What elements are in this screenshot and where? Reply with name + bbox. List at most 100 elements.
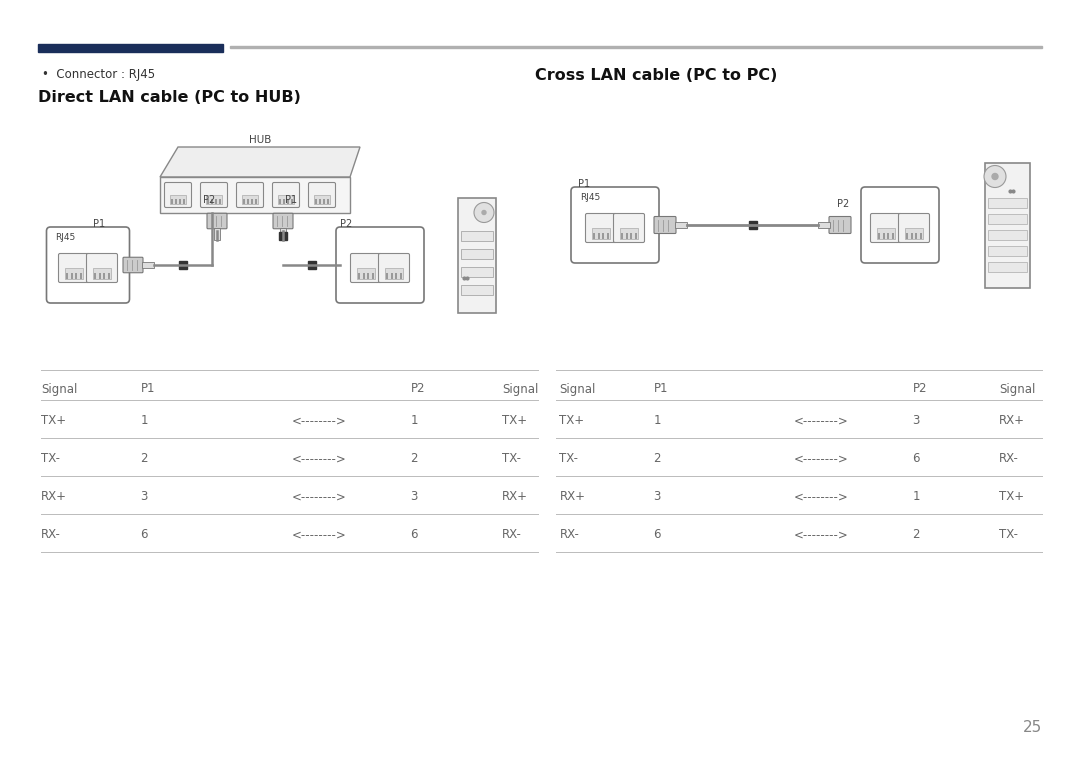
Bar [141,262,154,268]
Bar [363,273,365,279]
FancyBboxPatch shape [613,214,645,243]
Bar [287,199,289,204]
Text: 1: 1 [140,414,148,427]
Bar [65,268,83,279]
Bar [920,233,922,239]
Bar [230,46,1042,48]
Text: RJ45: RJ45 [55,233,76,242]
Bar [372,273,374,279]
Text: HUB: HUB [248,135,271,145]
Bar [247,199,249,204]
Bar [243,199,245,204]
Text: RX+: RX+ [502,491,528,504]
Bar [215,199,217,204]
Bar [179,199,181,204]
Bar [323,199,325,204]
Bar [367,273,369,279]
Bar [183,199,185,204]
Polygon shape [160,147,360,177]
Text: <-------->: <--------> [794,491,849,504]
Text: P1: P1 [578,179,590,189]
Text: TX+: TX+ [41,414,66,427]
Bar [675,222,687,228]
Text: RX-: RX- [999,452,1018,465]
Text: P2: P2 [410,382,424,395]
Bar [327,199,328,204]
FancyBboxPatch shape [861,187,939,263]
Bar [160,177,350,213]
Bar [207,199,210,204]
Text: P1: P1 [653,382,667,395]
FancyBboxPatch shape [829,217,851,233]
FancyBboxPatch shape [207,213,227,229]
Circle shape [474,202,494,223]
Text: 2: 2 [140,452,148,465]
Bar [631,233,632,239]
Bar [279,199,281,204]
Text: P1: P1 [285,195,297,205]
Bar [597,233,599,239]
Bar [461,266,492,276]
Bar [38,44,222,52]
Bar [607,233,609,239]
Bar [314,195,329,204]
Text: 3: 3 [410,491,418,504]
Bar [592,228,610,239]
Circle shape [482,211,486,214]
Text: <-------->: <--------> [794,452,849,465]
Bar [603,233,605,239]
Circle shape [993,173,998,179]
Text: RX-: RX- [41,529,60,542]
Bar [279,195,294,204]
Text: TX-: TX- [559,452,579,465]
Bar [279,231,287,240]
Bar [251,199,253,204]
Bar [593,233,595,239]
Bar [66,273,68,279]
Text: Signal: Signal [999,382,1036,395]
Bar [621,233,623,239]
Bar [356,268,375,279]
FancyBboxPatch shape [201,182,228,208]
Text: •  Connector : RJ45: • Connector : RJ45 [42,68,156,81]
Bar [70,273,72,279]
Text: Signal: Signal [41,382,78,395]
Text: RX+: RX+ [559,491,585,504]
Text: RX-: RX- [502,529,522,542]
FancyBboxPatch shape [46,227,130,303]
Bar [291,199,293,204]
Bar [108,273,110,279]
FancyBboxPatch shape [585,214,617,243]
Bar [985,163,1030,288]
Text: 3: 3 [653,491,661,504]
Text: Signal: Signal [502,382,539,395]
FancyBboxPatch shape [164,182,191,208]
FancyBboxPatch shape [86,253,118,282]
Text: <-------->: <--------> [292,491,347,504]
Bar [906,233,908,239]
Bar [94,273,96,279]
Bar [988,262,1027,272]
Bar [255,199,257,204]
Bar [359,273,360,279]
Bar [910,233,913,239]
FancyBboxPatch shape [654,217,676,233]
Bar [384,268,403,279]
Text: Cross LAN cable (PC to PC): Cross LAN cable (PC to PC) [535,68,778,83]
Bar [877,228,895,239]
Bar [818,222,831,228]
Text: Signal: Signal [559,382,596,395]
Bar [458,198,496,313]
FancyBboxPatch shape [123,257,143,272]
Bar [387,273,388,279]
Text: 1: 1 [913,491,920,504]
Text: P2: P2 [913,382,927,395]
Bar [400,273,402,279]
Bar [319,199,321,204]
Text: TX-: TX- [999,529,1018,542]
Bar [988,214,1027,224]
Text: 6: 6 [913,452,920,465]
Bar [211,199,213,204]
Bar [179,261,187,269]
Bar [93,268,111,279]
